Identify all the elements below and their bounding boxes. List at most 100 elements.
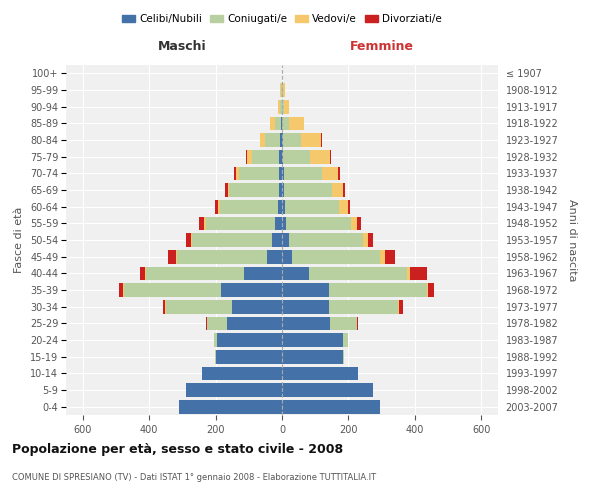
Bar bbox=[280, 133, 282, 147]
Bar bbox=[145, 266, 146, 280]
Bar bbox=[280, 166, 282, 180]
Bar bbox=[332, 183, 343, 197]
Bar bbox=[282, 350, 343, 364]
Bar bbox=[410, 266, 427, 280]
Text: Femmine: Femmine bbox=[350, 40, 413, 54]
Bar bbox=[207, 316, 227, 330]
Bar bbox=[282, 283, 329, 297]
Bar bbox=[214, 333, 217, 347]
Bar bbox=[282, 333, 343, 347]
Bar bbox=[282, 133, 283, 147]
Bar bbox=[330, 316, 357, 330]
Bar bbox=[278, 100, 280, 114]
Bar bbox=[282, 383, 373, 397]
Bar bbox=[221, 283, 282, 297]
Bar bbox=[428, 283, 434, 297]
Bar bbox=[407, 266, 410, 280]
Bar bbox=[179, 400, 282, 413]
Bar bbox=[343, 350, 344, 364]
Bar bbox=[260, 133, 265, 147]
Bar bbox=[163, 300, 166, 314]
Bar bbox=[232, 300, 282, 314]
Bar bbox=[218, 200, 220, 213]
Bar bbox=[140, 266, 145, 280]
Bar bbox=[282, 166, 284, 180]
Bar bbox=[282, 300, 329, 314]
Bar bbox=[178, 250, 267, 264]
Bar bbox=[282, 183, 284, 197]
Bar bbox=[282, 83, 283, 97]
Bar bbox=[283, 150, 310, 164]
Bar bbox=[330, 150, 331, 164]
Bar bbox=[289, 116, 304, 130]
Bar bbox=[252, 150, 278, 164]
Bar bbox=[282, 216, 286, 230]
Bar bbox=[282, 250, 292, 264]
Bar bbox=[166, 300, 232, 314]
Bar bbox=[301, 133, 321, 147]
Bar bbox=[289, 233, 364, 247]
Bar bbox=[275, 216, 282, 230]
Bar bbox=[282, 200, 284, 213]
Bar bbox=[283, 116, 289, 130]
Bar bbox=[282, 150, 283, 164]
Bar bbox=[186, 233, 191, 247]
Bar bbox=[282, 316, 330, 330]
Bar bbox=[282, 400, 380, 413]
Bar bbox=[284, 183, 332, 197]
Bar bbox=[400, 300, 403, 314]
Legend: Celibi/Nubili, Coniugati/e, Vedovi/e, Divorziati/e: Celibi/Nubili, Coniugati/e, Vedovi/e, Di… bbox=[118, 10, 446, 29]
Bar bbox=[270, 116, 275, 130]
Bar bbox=[357, 316, 358, 330]
Bar bbox=[322, 166, 338, 180]
Bar bbox=[340, 200, 348, 213]
Bar bbox=[227, 316, 282, 330]
Bar bbox=[244, 266, 282, 280]
Bar bbox=[286, 216, 351, 230]
Bar bbox=[321, 133, 322, 147]
Bar bbox=[265, 133, 280, 147]
Bar bbox=[281, 116, 282, 130]
Bar bbox=[236, 166, 239, 180]
Bar bbox=[229, 183, 280, 197]
Bar bbox=[272, 233, 282, 247]
Bar bbox=[206, 216, 275, 230]
Bar bbox=[368, 233, 373, 247]
Text: Popolazione per età, sesso e stato civile - 2008: Popolazione per età, sesso e stato civil… bbox=[12, 442, 343, 456]
Bar bbox=[282, 233, 289, 247]
Bar bbox=[176, 250, 178, 264]
Bar bbox=[247, 150, 252, 164]
Bar bbox=[380, 250, 385, 264]
Bar bbox=[278, 200, 282, 213]
Bar bbox=[199, 216, 204, 230]
Bar bbox=[280, 183, 282, 197]
Bar bbox=[192, 233, 272, 247]
Bar bbox=[215, 200, 218, 213]
Bar bbox=[338, 166, 340, 180]
Bar bbox=[217, 333, 282, 347]
Bar bbox=[235, 166, 236, 180]
Bar bbox=[343, 333, 349, 347]
Bar bbox=[343, 183, 345, 197]
Bar bbox=[267, 250, 282, 264]
Bar bbox=[224, 183, 228, 197]
Bar bbox=[308, 266, 407, 280]
Bar bbox=[280, 100, 281, 114]
Bar bbox=[185, 383, 282, 397]
Bar bbox=[206, 316, 207, 330]
Bar bbox=[124, 283, 221, 297]
Y-axis label: Anni di nascita: Anni di nascita bbox=[567, 198, 577, 281]
Bar bbox=[204, 216, 206, 230]
Bar bbox=[283, 83, 284, 97]
Bar bbox=[357, 216, 361, 230]
Bar bbox=[278, 150, 282, 164]
Bar bbox=[146, 266, 244, 280]
Bar bbox=[282, 366, 358, 380]
Bar bbox=[280, 83, 281, 97]
Bar bbox=[310, 150, 330, 164]
Bar bbox=[385, 250, 395, 264]
Bar bbox=[427, 283, 428, 297]
Bar bbox=[215, 350, 282, 364]
Bar bbox=[283, 133, 301, 147]
Text: Maschi: Maschi bbox=[158, 40, 206, 54]
